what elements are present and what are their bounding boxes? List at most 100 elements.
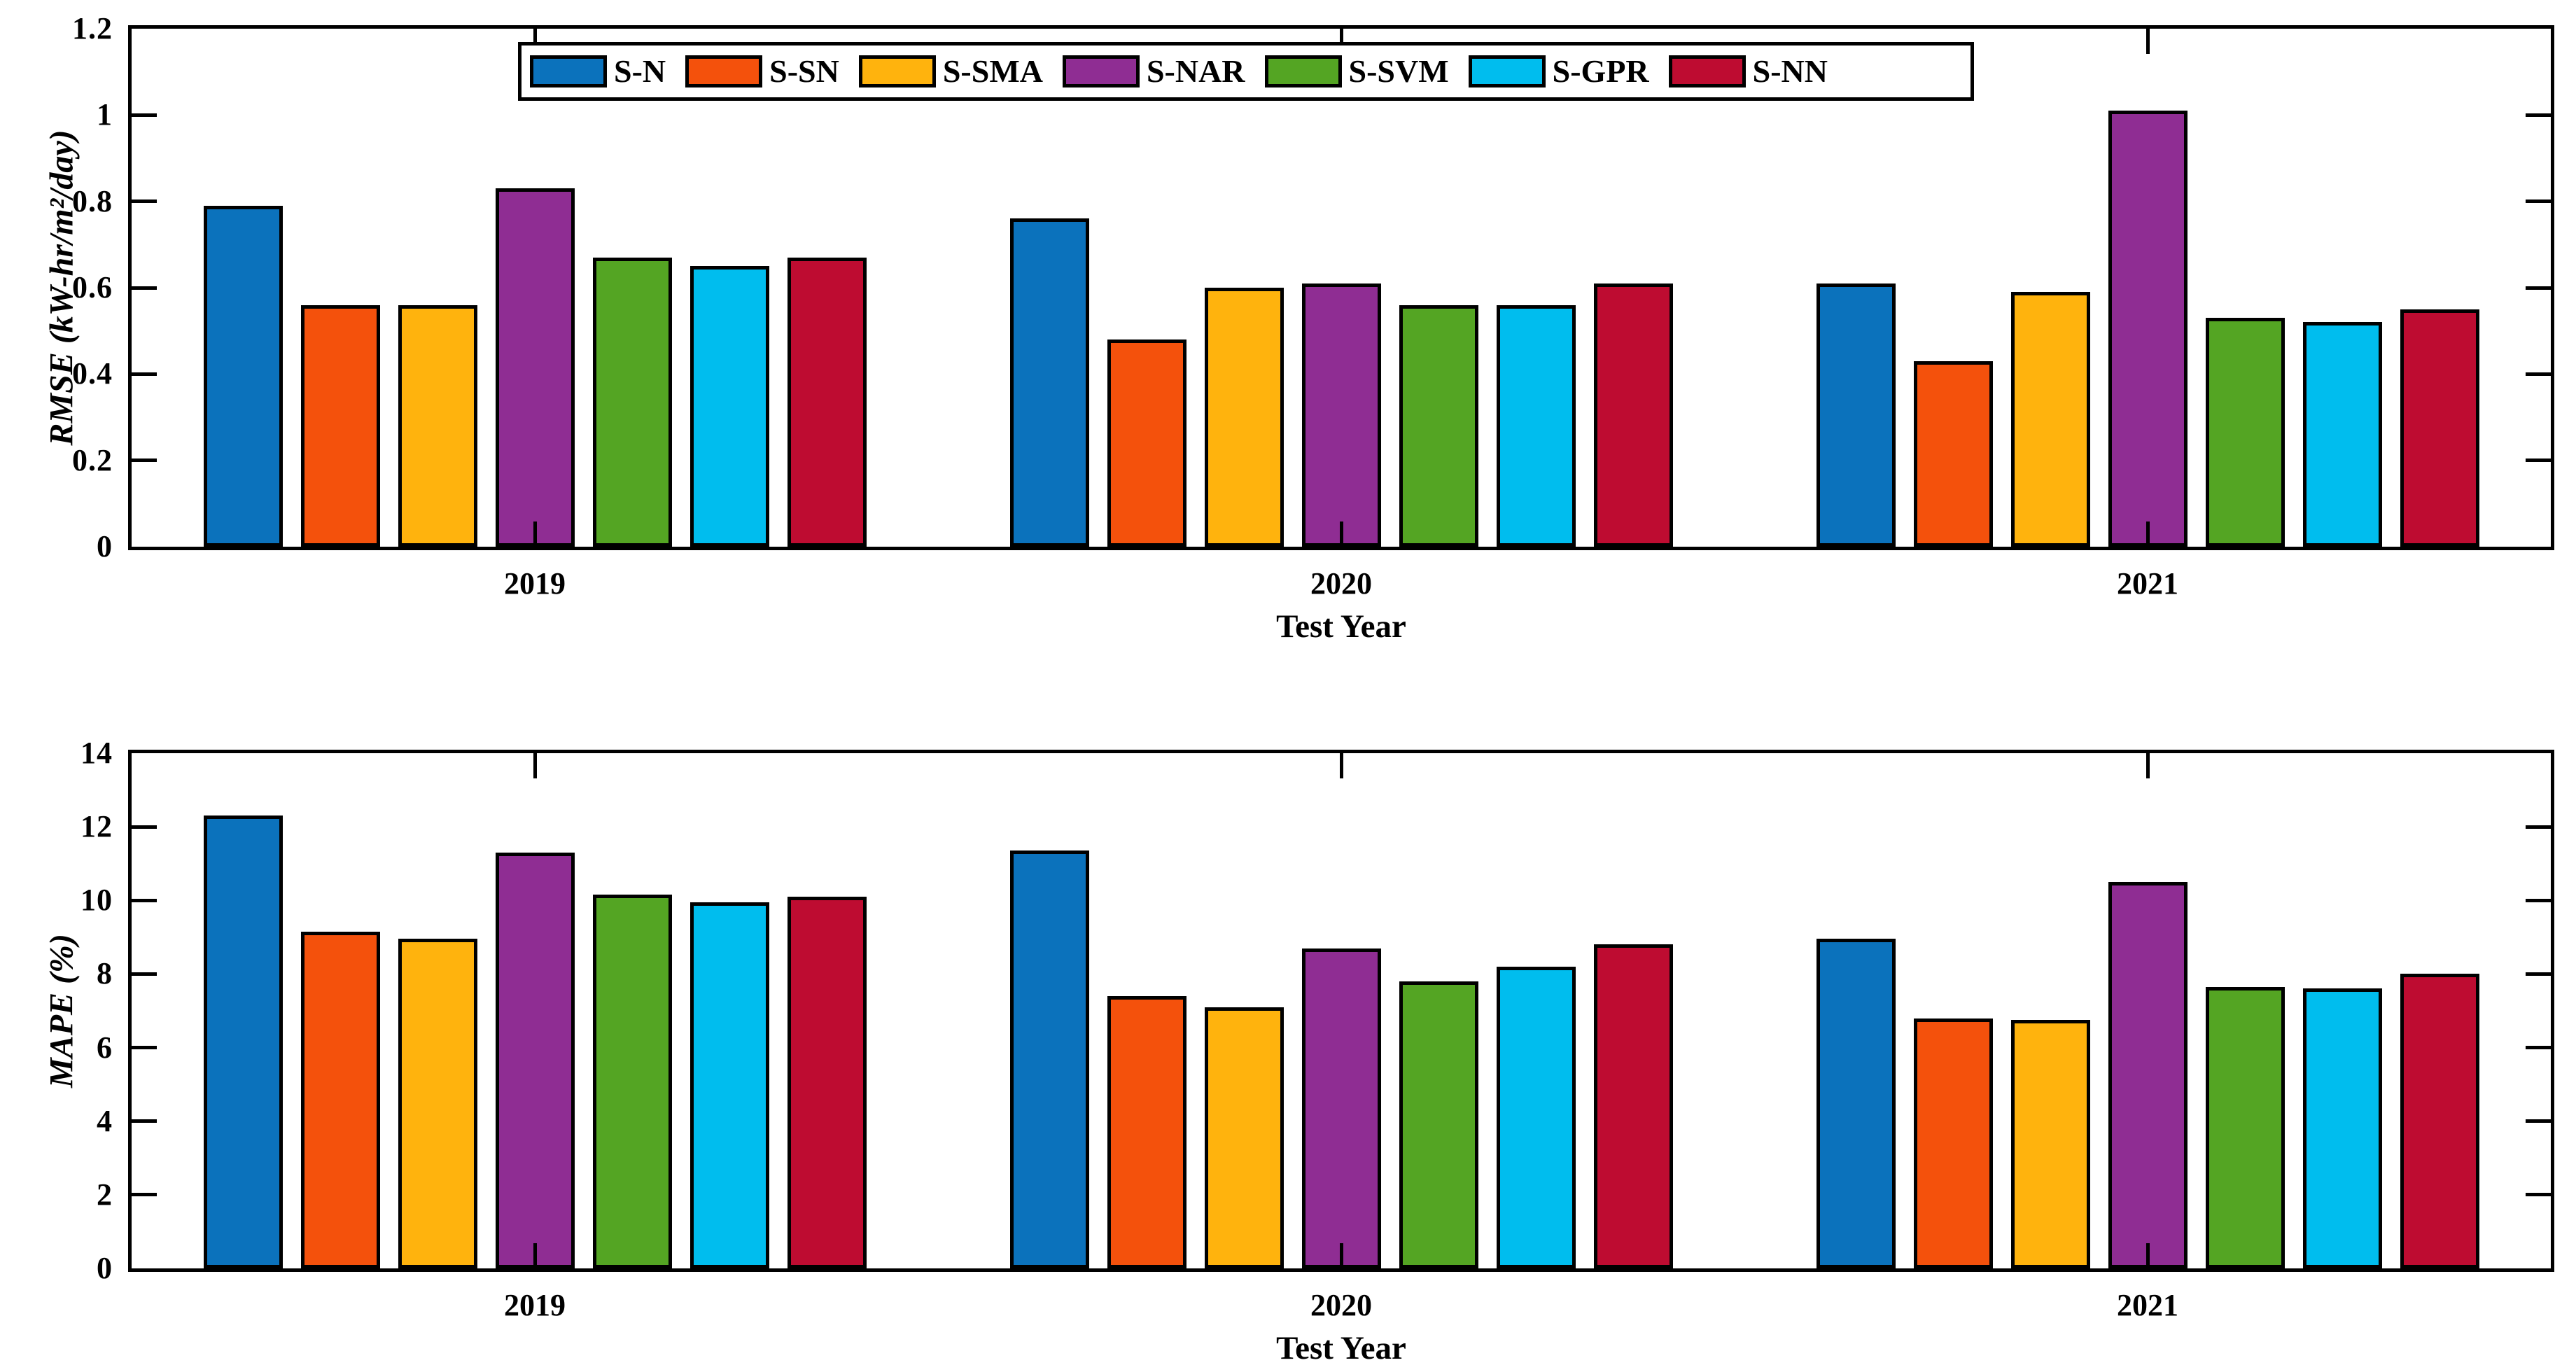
bar-s-nn-2019 [788,897,867,1268]
bar-s-svm-2021 [2206,318,2285,547]
y-tick-left [132,113,157,117]
bar-s-nar-2020 [1302,948,1381,1268]
bar-s-sn-2020 [1107,340,1186,547]
bar-s-n-2020 [1010,850,1089,1268]
legend-swatch-s-gpr [1468,55,1546,88]
y-tick-label: 2 [97,1177,113,1212]
bar-s-svm-2019 [593,258,672,547]
y-tick-label: 1.2 [72,11,113,46]
legend-swatch-s-sma [858,55,936,88]
bar-s-gpr-2021 [2303,988,2382,1268]
bar-s-sma-2020 [1205,288,1284,547]
legend-label: S-SN [769,53,839,89]
y-tick-right [2526,458,2551,463]
bar-s-svm-2020 [1399,981,1478,1268]
rmse-plot-area [128,25,2554,550]
x-tick-top [2146,29,2150,54]
legend-label: S-NAR [1146,53,1245,89]
bar-s-n-2019 [204,816,283,1268]
y-tick-label: 0 [97,529,113,564]
legend-label: S-N [614,53,666,89]
x-tick-top [533,753,537,778]
y-tick-label: 0.4 [72,356,113,391]
y-tick-right [2526,1119,2551,1124]
bar-s-nar-2020 [1302,284,1381,547]
bar-s-gpr-2019 [690,902,769,1268]
bar-s-svm-2019 [593,895,672,1268]
bar-s-gpr-2019 [690,266,769,547]
bar-s-nar-2019 [496,188,575,547]
y-tick-left [132,1119,157,1124]
legend: S-N S-SN S-SMA S-NAR S-SVM S-GPR S-NN [518,42,1974,101]
y-tick-right [2526,1046,2551,1050]
bar-s-n-2019 [204,206,283,547]
y-tick-label: 10 [80,883,113,918]
bar-s-gpr-2020 [1497,967,1576,1268]
mape-y-axis-label: MAPE (%) [43,934,80,1088]
legend-item-s-nar: S-NAR [1062,53,1245,89]
y-tick-right [2526,200,2551,204]
bar-s-sma-2019 [398,305,477,547]
bar-s-nn-2021 [2400,309,2479,547]
y-tick-label: 4 [97,1103,113,1138]
bar-s-gpr-2020 [1497,305,1576,547]
bar-s-svm-2020 [1399,305,1478,547]
bar-s-sn-2021 [1914,361,1993,547]
x-tick-bottom [2146,1243,2150,1268]
y-tick-right [2526,113,2551,117]
x-tick-top [1339,753,1343,778]
y-tick-left [132,1046,157,1050]
rmse-y-axis-label: RMSE (kW-hr/m²/day) [43,130,80,446]
y-tick-left [132,898,157,902]
y-tick-right [2526,1193,2551,1197]
legend-item-s-gpr: S-GPR [1468,53,1649,89]
legend-label: S-GPR [1552,53,1649,89]
bar-s-sma-2020 [1205,1007,1284,1268]
legend-label: S-NN [1752,53,1828,89]
bar-s-n-2021 [1816,939,1896,1268]
rmse-x-axis-label: Test Year [1276,608,1406,645]
x-tick-label-2021: 2021 [2117,1288,2178,1322]
bar-s-nar-2019 [496,853,575,1268]
bar-s-sn-2021 [1914,1018,1993,1268]
x-tick-label-2020: 2020 [1310,566,1372,601]
bar-s-nar-2021 [2108,111,2188,547]
bar-s-svm-2021 [2206,987,2285,1268]
x-tick-bottom [1339,522,1343,547]
y-tick-left [132,200,157,204]
legend-swatch-s-n [530,55,607,88]
x-tick-bottom [533,1243,537,1268]
x-tick-top [2146,753,2150,778]
bar-s-sn-2019 [301,305,380,547]
legend-swatch-s-svm [1264,55,1342,88]
y-tick-label: 0.8 [72,183,113,218]
y-tick-label: 14 [80,736,113,770]
legend-swatch-s-sn [685,55,763,88]
y-tick-left [132,825,157,829]
x-tick-label-2019: 2019 [504,1288,566,1322]
y-tick-right [2526,825,2551,829]
bar-s-sn-2019 [301,932,380,1268]
legend-item-s-svm: S-SVM [1264,54,1449,89]
y-tick-label: 0 [97,1251,113,1285]
x-tick-label-2021: 2021 [2117,566,2178,601]
legend-item-s-sma: S-SMA [858,54,1043,89]
y-tick-label: 12 [80,809,113,844]
bar-s-nn-2020 [1594,284,1673,547]
y-tick-left [132,1193,157,1197]
y-tick-left [132,286,157,290]
bar-s-sma-2019 [398,939,477,1268]
y-tick-right [2526,372,2551,376]
mape-x-axis-label: Test Year [1276,1330,1406,1366]
y-tick-label: 1 [97,97,113,132]
y-tick-label: 0.2 [72,442,113,477]
y-tick-right [2526,972,2551,976]
y-tick-right [2526,286,2551,290]
mape-plot-inner [132,753,2551,1268]
y-tick-right [2526,898,2551,902]
bar-s-nn-2019 [788,258,867,547]
bar-s-sma-2021 [2011,1020,2090,1268]
y-tick-left [132,458,157,463]
legend-swatch-s-nn [1668,55,1746,88]
